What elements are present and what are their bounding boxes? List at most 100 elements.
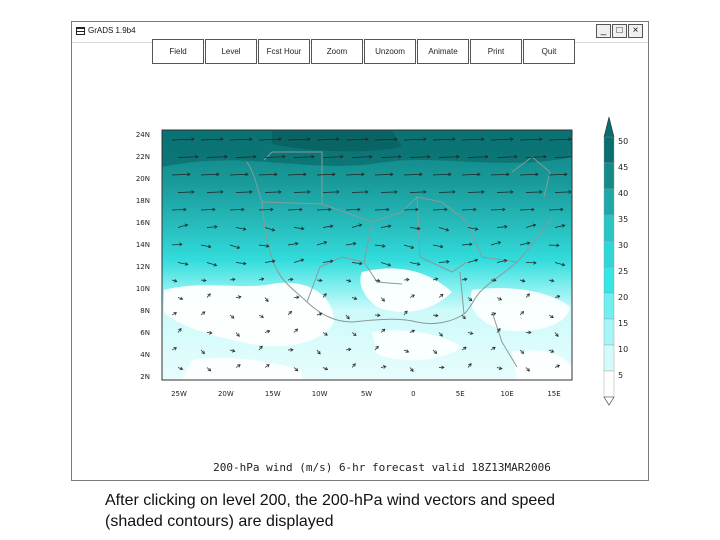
wind-vector-head [539, 137, 543, 142]
wind-vector-head [179, 242, 183, 247]
wind-vector [461, 346, 467, 351]
wind-vector-head [230, 315, 235, 319]
menu-button-print[interactable]: Print [470, 39, 522, 64]
wind-vector [548, 314, 554, 318]
wind-vector [258, 314, 264, 318]
wind-vector [322, 260, 333, 263]
wind-vector-head [195, 154, 199, 159]
wind-vector-head [212, 207, 216, 212]
wind-vector-head [417, 226, 421, 231]
wind-vector [432, 349, 437, 354]
wind-vector [374, 244, 385, 247]
wind-vector-head [353, 296, 358, 301]
menu-button-fcst-hour[interactable]: Fcst Hour [258, 39, 310, 64]
wind-vector-head [216, 172, 220, 177]
wind-vector-head [560, 207, 564, 212]
close-icon[interactable]: × [628, 24, 643, 38]
wind-vector [229, 314, 235, 319]
wind-vector-head [201, 311, 206, 315]
wind-vector-head [485, 154, 489, 159]
wind-vector-head [382, 244, 386, 248]
plot-title: 200-hPa wind (m/s) 6-hr forecast valid 1… [213, 461, 551, 474]
menu-button-animate[interactable]: Animate [417, 39, 469, 64]
wind-vector [496, 259, 507, 263]
wind-vector-head [543, 154, 547, 159]
wind-vector-head [303, 172, 307, 177]
wind-vector [206, 293, 211, 298]
wind-vector-head [410, 245, 415, 249]
wind-vector [258, 138, 281, 141]
wind-vector [264, 260, 275, 263]
wind-vector [380, 366, 386, 368]
wind-vector-head [468, 363, 472, 367]
wind-vector [490, 138, 513, 141]
wind-vector [374, 346, 379, 351]
wind-vector [345, 348, 351, 351]
wind-vector [374, 209, 390, 211]
wind-vector-head [556, 295, 561, 299]
wind-vector [432, 173, 451, 176]
caption-line-2: (shaded contours) are displayed [105, 513, 334, 530]
map-frame [161, 129, 573, 381]
colorbar-swatch [603, 344, 615, 372]
wind-vector [438, 156, 459, 158]
wind-vector [345, 314, 350, 320]
minimize-icon[interactable]: _ [596, 24, 611, 38]
wind-vector [351, 156, 372, 158]
wind-vector-head [506, 172, 510, 177]
colorbar-label: 30 [618, 241, 628, 250]
wind-vector-head [260, 277, 265, 281]
grads-window: GrADS 1.9b4 _ □ × [71, 21, 649, 481]
wind-vector [322, 225, 333, 228]
wind-vector [490, 173, 509, 176]
menu-button-quit[interactable]: Quit [523, 39, 575, 64]
wind-vector [206, 262, 217, 266]
lat-label: 10N [136, 285, 150, 293]
wind-vector-head [311, 154, 315, 159]
wind-vector-head [224, 154, 228, 159]
menu-button-field[interactable]: Field [152, 39, 204, 64]
lat-label: 22N [136, 153, 150, 161]
wind-vector-head [404, 310, 408, 315]
wind-vector-head [474, 227, 479, 231]
menu-button-level[interactable]: Level [205, 39, 257, 64]
wind-vector-head [526, 293, 530, 297]
wind-vector [235, 364, 241, 368]
wind-vector [229, 244, 240, 249]
wind-vector-head [220, 190, 224, 194]
wind-vector [374, 279, 380, 282]
wind-vector-head [307, 137, 311, 142]
wind-vector-head [477, 172, 481, 177]
maximize-icon[interactable]: □ [612, 24, 627, 38]
wind-vector-head [439, 333, 443, 337]
wind-vector [200, 349, 205, 354]
lon-label: 5E [456, 390, 465, 398]
wind-vector-head [381, 328, 386, 333]
lat-label: 24N [136, 131, 150, 139]
wind-vector [409, 294, 415, 298]
wind-vector-head [260, 314, 264, 318]
wind-vector [258, 173, 277, 176]
wind-vector-head [520, 350, 525, 354]
wind-vector [548, 209, 564, 211]
wind-vector [287, 173, 306, 176]
menu-button-unzoom[interactable]: Unzoom [364, 39, 416, 64]
wind-vector-head [433, 350, 438, 354]
wind-vector-head [531, 207, 535, 212]
lon-label: 0 [411, 390, 415, 398]
wind-vector [380, 262, 391, 266]
wind-vector [409, 227, 420, 230]
wind-vector [200, 173, 219, 176]
wind-vector [554, 262, 565, 266]
colorbar-label: 35 [618, 215, 628, 224]
wind-vector [235, 296, 241, 298]
wind-vector [351, 262, 362, 265]
colorbar-label: 50 [618, 137, 628, 146]
wind-vector-head [347, 278, 352, 283]
wind-vector-head [207, 244, 212, 249]
wind-vector-head [375, 345, 379, 350]
wind-vector [519, 349, 524, 354]
wind-vector-head [365, 137, 369, 142]
wind-vector-head [209, 330, 213, 335]
menu-button-zoom[interactable]: Zoom [311, 39, 363, 64]
